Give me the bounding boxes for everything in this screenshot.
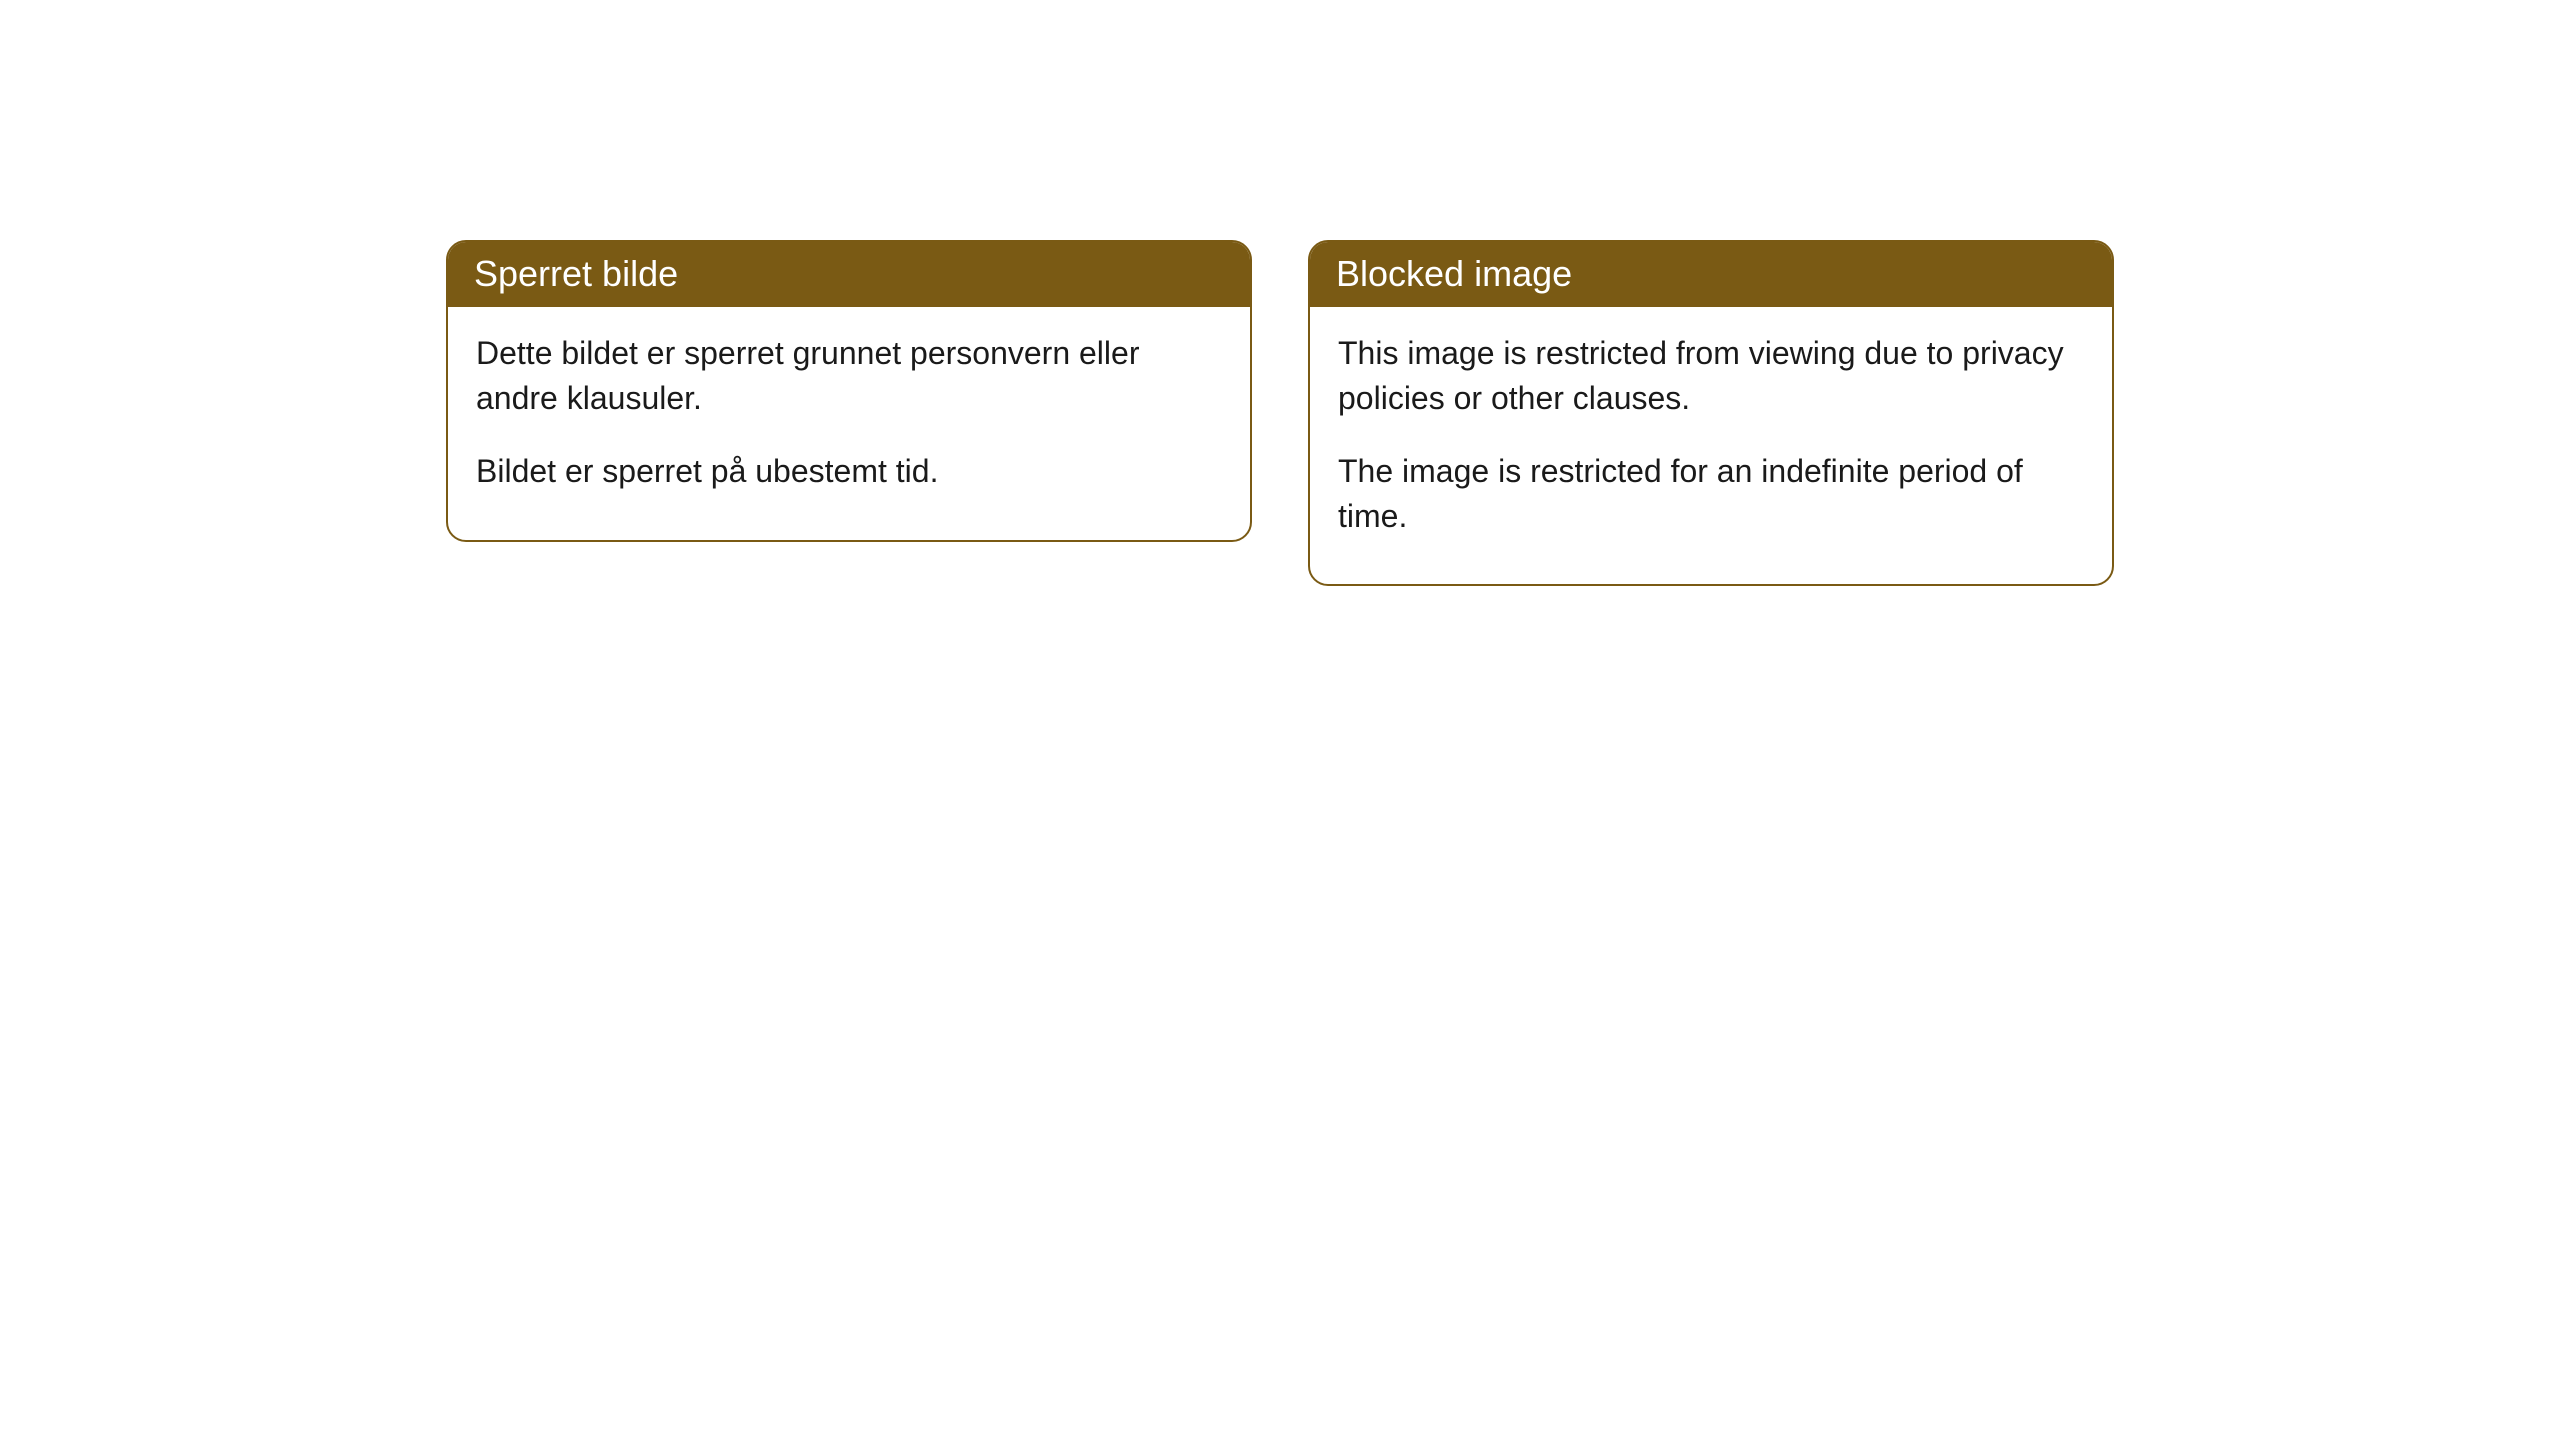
blocked-image-notice-no: Sperret bilde Dette bildet er sperret gr… — [446, 240, 1252, 542]
notice-body-en: This image is restricted from viewing du… — [1310, 307, 2112, 584]
notice-header-no: Sperret bilde — [448, 242, 1250, 307]
notice-text-en-2: The image is restricted for an indefinit… — [1338, 449, 2084, 539]
notice-text-no-1: Dette bildet er sperret grunnet personve… — [476, 331, 1222, 421]
notice-header-en: Blocked image — [1310, 242, 2112, 307]
notice-text-no-2: Bildet er sperret på ubestemt tid. — [476, 449, 1222, 494]
blocked-image-notice-en: Blocked image This image is restricted f… — [1308, 240, 2114, 586]
notice-text-en-1: This image is restricted from viewing du… — [1338, 331, 2084, 421]
notice-body-no: Dette bildet er sperret grunnet personve… — [448, 307, 1250, 539]
